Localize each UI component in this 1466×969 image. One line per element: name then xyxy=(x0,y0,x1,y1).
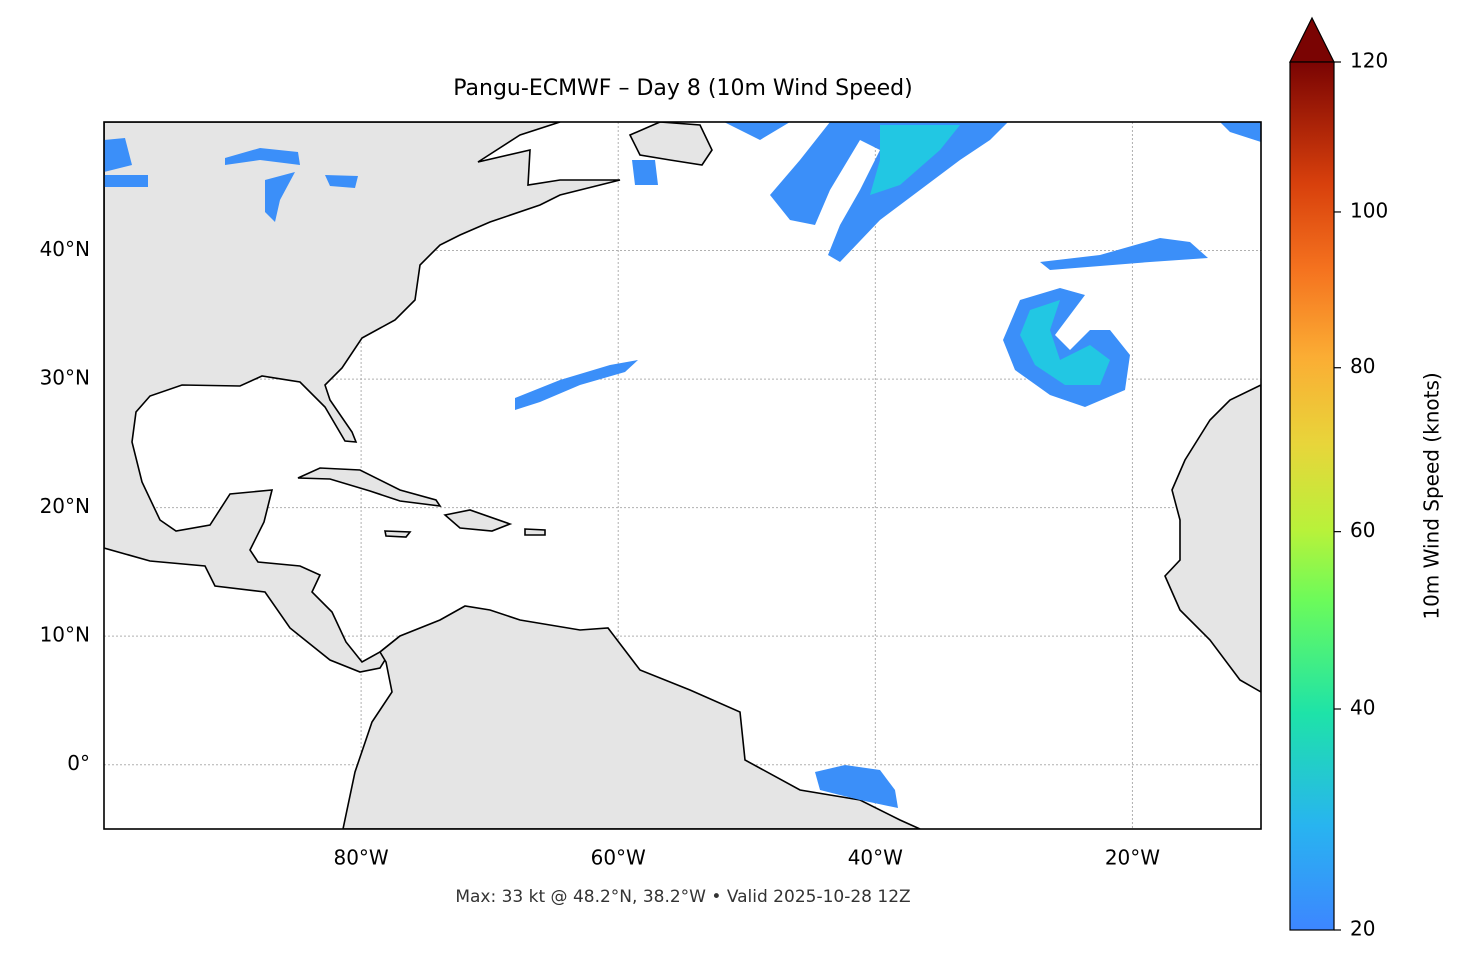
footer-note: Max: 33 kt @ 48.2°N, 38.2°W • Valid 2025… xyxy=(455,887,910,907)
x-tick-label: 40°W xyxy=(848,846,903,870)
wind-region xyxy=(1040,238,1208,270)
wind-region xyxy=(724,122,1008,262)
y-tick-label: 20°N xyxy=(40,494,90,518)
colorbar-tick-label: 60 xyxy=(1350,518,1375,542)
x-tick-label: 80°W xyxy=(333,846,388,870)
plot-frame xyxy=(103,121,1262,830)
colorbar-tick-label: 120 xyxy=(1350,49,1388,73)
cuba xyxy=(297,467,442,508)
wind-region xyxy=(515,360,638,410)
africa xyxy=(1164,384,1261,693)
y-tick-label: 10°N xyxy=(40,623,90,647)
x-tick-label: 20°W xyxy=(1105,846,1160,870)
colorbar xyxy=(1289,61,1335,931)
y-tick-label: 0° xyxy=(67,751,90,775)
colorbar-tick-label: 100 xyxy=(1350,198,1388,222)
wind-region xyxy=(815,765,898,808)
wind-region-core xyxy=(870,125,960,195)
colorbar-tick-label: 20 xyxy=(1350,917,1375,941)
y-tick-label: 40°N xyxy=(40,237,90,261)
colorbar-extend xyxy=(1289,16,1335,63)
map-area xyxy=(104,122,1261,829)
x-tick-label: 60°W xyxy=(591,846,646,870)
colorbar-label: 10m Wind Speed (knots) xyxy=(1420,372,1444,619)
puerto-rico xyxy=(524,528,546,536)
wind-region-core xyxy=(1020,300,1110,385)
hispaniola xyxy=(443,509,513,532)
colorbar-tick-label: 40 xyxy=(1350,695,1375,719)
colorbar-ticks: 20 40 60 80 100 120 xyxy=(1334,49,1388,941)
chart-title: Pangu-ECMWF – Day 8 (10m Wind Speed) xyxy=(453,76,912,101)
colorbar-tick-label: 80 xyxy=(1350,354,1375,378)
jamaica xyxy=(384,530,412,538)
south-america xyxy=(342,605,921,829)
y-tick-label: 30°N xyxy=(40,366,90,390)
axis-ticks: 80°W 60°W 40°W 20°W 0° 10°N 20°N 30°N 40°N xyxy=(40,237,1161,869)
